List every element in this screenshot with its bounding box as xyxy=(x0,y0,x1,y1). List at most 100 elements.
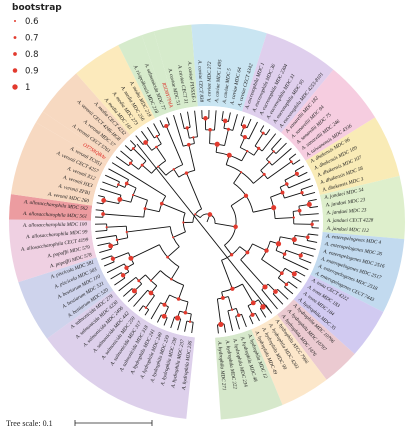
tree-branch xyxy=(189,313,192,322)
bootstrap-node xyxy=(124,265,129,270)
tree-branch xyxy=(157,166,167,176)
tree-branch xyxy=(261,289,278,310)
leaf-label: A. caviae MDC 5 xyxy=(222,67,233,104)
leaf-label: A. jandaei MDC 112 xyxy=(326,226,370,234)
clade-sector xyxy=(251,314,327,406)
tree-branch xyxy=(295,234,308,238)
tree-branch xyxy=(167,246,180,258)
bootstrap-node xyxy=(268,160,271,164)
clade-sector xyxy=(191,24,267,112)
tree-branch xyxy=(252,243,267,252)
legend-label: 0.7 xyxy=(25,34,39,44)
tree-branch xyxy=(307,240,318,243)
tree-branch xyxy=(105,174,120,183)
tree-branch xyxy=(292,159,301,165)
tree-branch xyxy=(261,133,277,152)
tree-branch xyxy=(265,129,271,136)
bootstrap-node xyxy=(262,284,268,290)
bootstrap-node xyxy=(230,308,234,311)
clade-sector xyxy=(18,257,114,339)
tree-branch xyxy=(161,203,186,214)
clade-sector xyxy=(293,274,384,354)
leaf-label: A. caviae PINSXE-1 xyxy=(186,60,197,103)
tree-branch xyxy=(156,136,162,145)
tree-branch xyxy=(123,288,133,297)
bootstrap-node xyxy=(279,271,284,276)
clade-sector xyxy=(215,329,283,420)
clade-sector xyxy=(305,117,400,195)
tree-branch xyxy=(133,289,149,307)
legend-label: 0.6 xyxy=(25,17,39,27)
tree-branch xyxy=(144,309,150,316)
bootstrap-node xyxy=(105,226,108,229)
tree-branch xyxy=(118,276,137,292)
tree-branch xyxy=(241,314,247,328)
tree-branch xyxy=(132,194,148,201)
bootstrap-node xyxy=(285,182,289,186)
tree-branch xyxy=(173,231,186,238)
tree-branch xyxy=(132,148,147,162)
clade-sector xyxy=(76,45,156,135)
bootstrap-node xyxy=(203,116,208,121)
tree-branch xyxy=(150,270,161,281)
tree-branch xyxy=(214,222,236,228)
bootstrap-node xyxy=(124,181,129,186)
tree-branch xyxy=(138,274,146,282)
tree-branch xyxy=(277,289,289,300)
legend-label: 0.9 xyxy=(25,67,39,77)
bootstrap-node xyxy=(257,146,261,151)
bootstrap-node xyxy=(222,118,228,124)
tree-branch xyxy=(96,235,117,239)
bootstrap-node xyxy=(157,165,160,168)
tree-branch xyxy=(179,113,185,129)
tree-branch xyxy=(308,198,317,202)
tree-branch xyxy=(255,313,260,322)
tree-branch xyxy=(288,178,311,189)
tree-branch xyxy=(129,140,137,147)
leaf-label: A. jandaei MDC 23 xyxy=(325,207,367,216)
tree-branch xyxy=(299,258,312,264)
tree-branch xyxy=(278,277,287,285)
bootstrap-node xyxy=(108,243,114,249)
bootstrap-node xyxy=(155,145,158,149)
tree-branch xyxy=(275,217,294,220)
tree-branch xyxy=(308,233,319,236)
bootstrap-node xyxy=(245,250,250,255)
tree-branch xyxy=(103,213,144,218)
tree-branch xyxy=(309,206,318,209)
tree-branch xyxy=(170,316,175,329)
tree-branch xyxy=(292,276,302,283)
bootstrap-node xyxy=(291,271,297,277)
bootstrap-legend: bootstrap 0.6 0.7 0.8 0.9 1 xyxy=(12,3,62,93)
tree-branch xyxy=(240,116,245,126)
bootstrap-node xyxy=(185,126,189,130)
tree-branch xyxy=(147,126,155,139)
tree-branch xyxy=(260,161,270,171)
leaf-label: A. allosaccharophila MDC 99 xyxy=(25,229,88,240)
bootstrap-node xyxy=(246,149,249,153)
tree-branch xyxy=(227,296,233,310)
bootstrap-node xyxy=(149,279,152,282)
bootstrap-node xyxy=(110,256,116,261)
bootstrap-node xyxy=(218,321,224,328)
bootstrap-node xyxy=(143,140,148,145)
tree-branch xyxy=(165,125,184,165)
clade-sector xyxy=(310,232,405,313)
clade-sector xyxy=(277,299,355,380)
bootstrap-node xyxy=(117,183,120,186)
clade-color-ring xyxy=(8,24,405,420)
leaf-label: A. jandaei MDC 23 xyxy=(324,197,366,209)
tree-branch xyxy=(300,185,314,191)
tree-branch xyxy=(284,286,294,295)
tree-branch xyxy=(209,129,211,144)
tree-branch xyxy=(114,277,126,286)
bootstrap-node xyxy=(155,135,159,138)
tree-branch xyxy=(106,225,127,228)
bootstrap-node xyxy=(271,205,277,211)
bootstrap-node xyxy=(297,208,302,213)
tree-branch xyxy=(130,244,160,259)
bootstrap-node xyxy=(240,171,243,174)
legend-marker xyxy=(13,36,17,39)
tree-branch xyxy=(240,259,266,288)
bootstrap-node xyxy=(275,241,282,247)
